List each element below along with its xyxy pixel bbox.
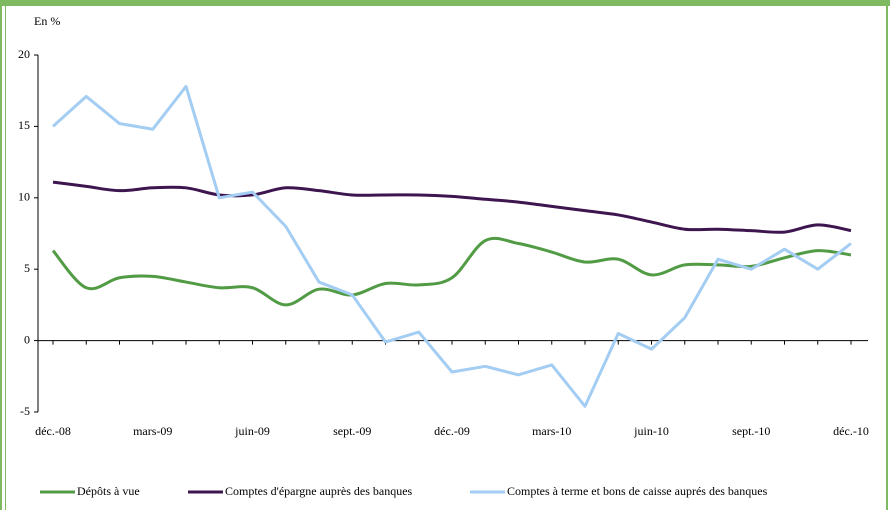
x-tick-label: juin-10 xyxy=(633,424,669,438)
legend-label: Comptes à terme et bons de caisse auprés… xyxy=(507,484,768,498)
top-border xyxy=(0,0,890,6)
y-tick-label: 20 xyxy=(18,47,30,61)
x-tick-label: déc.-08 xyxy=(35,424,71,438)
y-tick-label: 15 xyxy=(18,118,30,132)
y-tick-label: 10 xyxy=(18,190,30,204)
x-tick-label: sept.-10 xyxy=(732,424,770,438)
x-tick-label: déc.-10 xyxy=(833,424,869,438)
x-tick-label: déc.-09 xyxy=(434,424,470,438)
y-axis-label: En % xyxy=(34,14,60,28)
x-tick-label: mars-10 xyxy=(532,424,571,438)
line-series xyxy=(51,84,852,408)
left-border-inner xyxy=(5,6,6,510)
y-tick-label: 0 xyxy=(24,332,30,346)
legend-label: Comptes d'épargne auprès des banques xyxy=(225,484,413,498)
line-series xyxy=(51,236,852,307)
y-tick-label: -5 xyxy=(20,404,30,418)
y-tick-label: 5 xyxy=(24,261,30,275)
left-border xyxy=(0,0,2,510)
x-tick-label: mars-09 xyxy=(133,424,172,438)
legend-label: Dépôts à vue xyxy=(77,484,140,498)
right-border xyxy=(886,0,888,510)
line-series xyxy=(52,180,852,234)
x-tick-label: juin-09 xyxy=(234,424,270,438)
x-tick-label: sept.-09 xyxy=(333,424,371,438)
